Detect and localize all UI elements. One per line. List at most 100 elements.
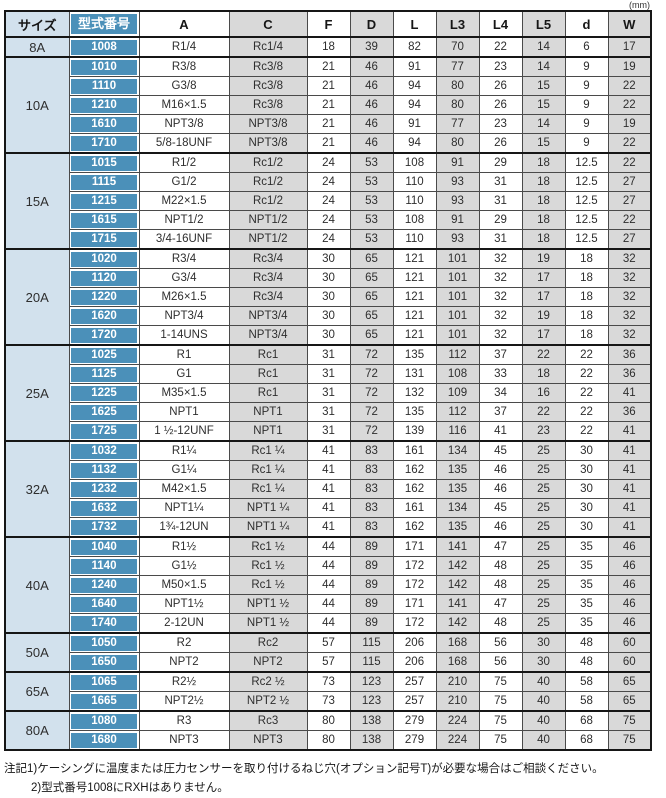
value-cell: 72 [349,364,394,384]
value-cell: 32 [607,268,652,288]
value-cell: 206 [392,652,437,673]
value-cell: 30 [306,287,351,307]
value-cell: 210 [435,691,480,712]
value-cell: 30 [306,325,351,346]
value-cell: 210 [435,671,480,692]
value-cell: 172 [392,575,437,595]
value-cell: 77 [435,114,480,134]
value-cell: NPT1/2 [228,229,308,250]
model-number-chip: 1110 [71,78,137,94]
value-cell: 94 [392,133,437,154]
value-cell: R1/2 [138,152,230,173]
table-row: 1115 G1/2 Rc1/2 24 53 110 93 31 18 12.5 27 [5,172,652,192]
value-cell: NPT3/8 [138,114,230,134]
value-cell: NPT2 [228,652,308,673]
value-cell: 89 [349,556,394,576]
value-cell: 24 [306,229,351,250]
table-row: 1240 M50×1.5 Rc1 ½ 44 89 172 142 48 25 35 46 [5,575,652,595]
value-cell: 41 [607,498,652,518]
value-cell: 46 [607,613,652,634]
value-cell: 89 [349,594,394,614]
value-cell: 47 [478,594,523,614]
model-number-cell: 1710 [68,133,140,154]
model-number-cell: 1720 [68,325,140,346]
value-cell: 132 [392,383,437,403]
model-number-cell: 1210 [68,95,140,115]
value-cell: Rc1 ½ [228,575,308,595]
value-cell: NPT2 [138,652,230,673]
model-number-chip: 1132 [71,462,137,478]
value-cell: 141 [435,594,480,614]
value-cell: 121 [392,248,437,269]
value-cell: 60 [607,632,652,653]
model-number-cell: 1032 [68,440,140,461]
value-cell: 1¾-12UN [138,517,230,538]
value-cell: 46 [607,556,652,576]
model-number-cell: 1640 [68,594,140,614]
value-cell: NPT1¼ [138,498,230,518]
value-cell: NPT2½ [138,691,230,712]
value-cell: 123 [349,671,394,692]
value-cell: 101 [435,306,480,326]
value-cell: 27 [607,191,652,211]
value-cell: 31 [306,344,351,365]
value-cell: M42×1.5 [138,479,230,499]
table-row: 1132 G1¼ Rc1 ¼ 41 83 162 135 46 25 30 41 [5,460,652,480]
value-cell: 75 [607,730,652,751]
value-cell: 18 [564,306,609,326]
table-row: 25A 1025 R1 Rc1 31 72 135 112 37 22 22 36 [4,344,652,442]
value-cell: 46 [478,479,523,499]
value-cell: Rc1 ¼ [228,440,308,461]
value-cell: 75 [478,710,523,731]
value-cell: 21 [306,114,351,134]
value-cell: 18 [564,248,609,269]
value-cell: 26 [478,133,523,154]
value-cell: 30 [564,440,609,461]
model-number-cell: 1125 [68,364,140,384]
value-cell: 224 [435,730,480,751]
value-cell: 24 [306,210,351,230]
table-row: 8A 1008 R1/4 Rc1/4 18 39 82 70 22 14 6 17 [4,36,652,58]
value-cell: 22 [607,76,652,96]
model-number-cell: 1115 [68,172,140,192]
value-cell: M16×1.5 [138,95,230,115]
value-cell: 48 [478,575,523,595]
value-cell: 41 [607,479,652,499]
value-cell: Rc1/2 [228,191,308,211]
value-cell: 36 [607,364,652,384]
value-cell: 112 [435,344,480,365]
value-cell: 171 [392,536,437,557]
value-cell: Rc1 ½ [228,556,308,576]
table-row: 1632 NPT1¼ NPT1 ¼ 41 83 161 134 45 25 30 41 [5,498,652,518]
value-cell: 65 [349,248,394,269]
value-cell: Rc1/2 [228,152,308,173]
value-cell: 18 [521,364,566,384]
value-cell: 22 [564,402,609,422]
footnote-1: 注記1)ケーシングに温度または圧力センサーを取り付けるねじ穴(オプション記号T)… [4,763,604,775]
value-cell: 19 [521,306,566,326]
value-cell: 30 [306,306,351,326]
value-cell: 22 [564,383,609,403]
column-header: A [138,10,230,38]
table-row: 1120 G3/4 Rc3/4 30 65 121 101 32 17 18 32 [5,268,652,288]
value-cell: 41 [306,440,351,461]
value-cell: M35×1.5 [138,383,230,403]
value-cell: 35 [564,613,609,634]
unit-label: (mm) [629,0,650,10]
model-number-cell: 1610 [68,114,140,134]
value-cell: 65 [349,325,394,346]
value-cell: NPT3/4 [228,325,308,346]
table-row: 1720 1-14UNS NPT3/4 30 65 121 101 32 17 18 32 [5,325,652,346]
value-cell: 23 [521,421,566,442]
value-cell: Rc1/4 [228,36,308,58]
model-number-chip: 1050 [71,635,137,651]
model-number-cell: 1632 [68,498,140,518]
value-cell: 101 [435,268,480,288]
value-cell: 22 [521,402,566,422]
value-cell: 29 [478,210,523,230]
model-number-cell: 1715 [68,229,140,250]
value-cell: 32 [607,325,652,346]
model-number-chip: 1015 [71,155,137,171]
value-cell: 48 [564,652,609,673]
value-cell: 44 [306,556,351,576]
